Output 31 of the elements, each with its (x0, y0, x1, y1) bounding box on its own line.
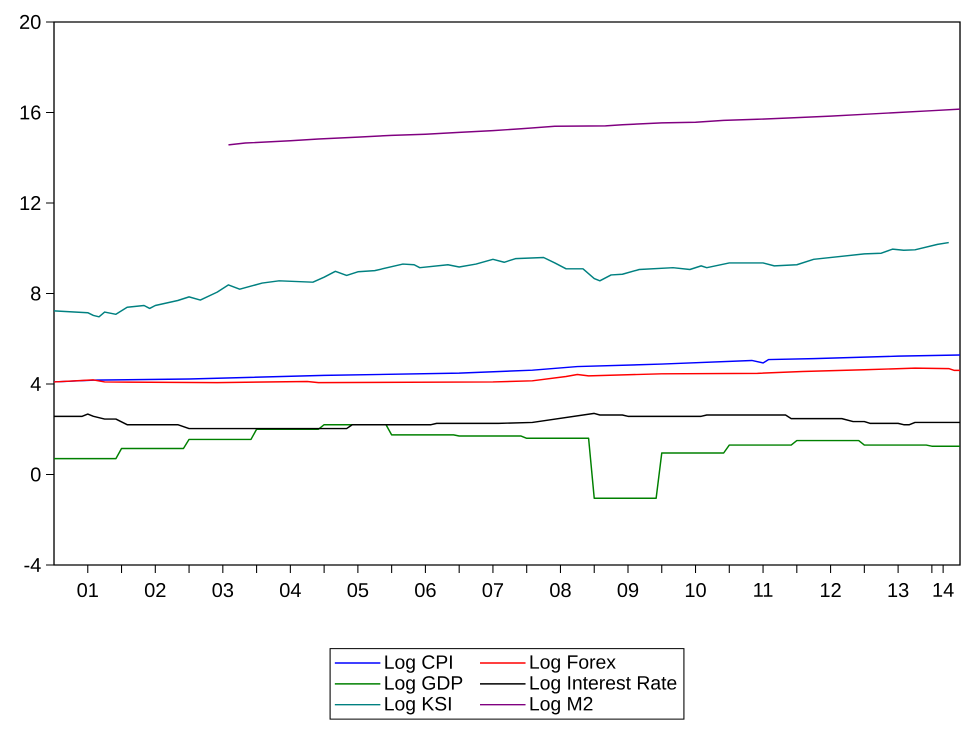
x-tick-label: 05 (348, 583, 368, 598)
line-series (54, 367, 960, 384)
x-tick-label: 10 (686, 583, 706, 598)
x-tick-label: 07 (482, 583, 504, 598)
legend-label: Log KSI (385, 696, 451, 714)
x-tick-label: 06 (415, 583, 436, 598)
legend-label: Log Interest Rate (530, 676, 676, 694)
y-tick-label: 8 (31, 286, 40, 301)
x-tick-label: 13 (888, 583, 908, 598)
x-tick-label: 09 (618, 583, 638, 598)
x-tick-label: 04 (280, 583, 301, 598)
x-tick-label: 01 (77, 583, 98, 598)
legend-label: Log CPI (385, 655, 452, 673)
legend-label: Log Forex (530, 655, 616, 673)
y-tick-label: 16 (20, 105, 40, 120)
y-tick-label: 0 (30, 467, 41, 482)
y-tick-label: 20 (20, 14, 41, 30)
x-tick-label: 08 (550, 583, 571, 598)
y-tick-label: -4 (24, 558, 41, 572)
line-series (54, 242, 950, 318)
x-tick-label: 14 (934, 583, 954, 597)
x-tick-label: 12 (820, 583, 841, 597)
legend-label: Log M2 (530, 696, 592, 714)
y-tick-label: 4 (30, 377, 41, 391)
x-tick-label: 11 (754, 583, 772, 597)
x-tick-label: 03 (212, 583, 234, 598)
y-tick-label: 12 (20, 196, 40, 210)
x-tick-label: 02 (144, 583, 166, 598)
line-series (54, 424, 960, 499)
line-series (228, 108, 960, 146)
legend-label: Log GDP (385, 676, 462, 694)
